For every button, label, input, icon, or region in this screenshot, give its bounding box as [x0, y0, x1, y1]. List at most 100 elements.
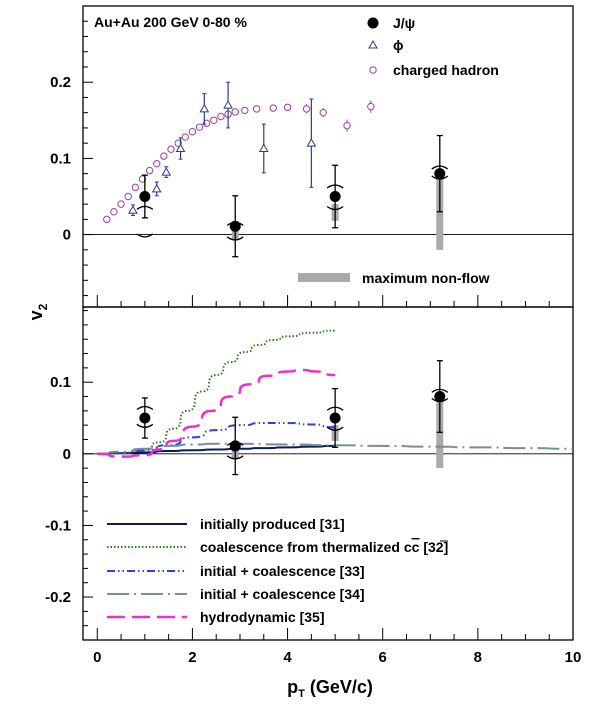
- jpsi-sys-bracket-lower: [326, 426, 344, 431]
- xtick-label: 0: [93, 649, 101, 666]
- y-axis-title: v2: [26, 303, 50, 320]
- jpsi-point: [139, 191, 151, 203]
- bottom-ytick-label: -0.1: [45, 517, 71, 534]
- charged-hadron-point: [269, 104, 277, 112]
- legend-jpsi-label: J/ψ: [393, 15, 415, 31]
- charged-hadron-point: [110, 208, 118, 216]
- bottom-y-axis-ticks: -0.2 -0.1 0 0.1: [45, 310, 93, 627]
- charged-hadron-point: [131, 183, 140, 192]
- phi-point: [128, 205, 138, 214]
- legend-charged-hadron-marker: [369, 66, 377, 74]
- top-ytick-label: 0.1: [50, 150, 71, 167]
- bottom-panel-frame: [82, 306, 574, 641]
- jpsi-sys-bracket-upper: [136, 205, 154, 210]
- charged-hadron-point: [153, 160, 161, 168]
- charged-hadron-point: [217, 112, 225, 121]
- jpsi-series-bottom: [136, 360, 449, 476]
- jpsi-sys-bracket-lower: [226, 236, 244, 241]
- charged-hadron-point: [181, 133, 189, 141]
- top-nonflow-bands: [231, 177, 444, 250]
- model-legend: initially produced [31] coalescence from…: [107, 516, 448, 625]
- top-panel-frame: [82, 5, 574, 308]
- charged-hadron-point: [195, 123, 204, 131]
- nonflow-band: [436, 400, 444, 469]
- charged-hadron-point: [103, 215, 111, 224]
- charged-hadron-point: [160, 152, 168, 160]
- collision-annotation: Au+Au 200 GeV 0-80 %: [94, 14, 247, 30]
- x-axis-title: pT (GeV/c): [287, 677, 373, 700]
- bottom-ytick-label: 0: [63, 446, 71, 463]
- charged-hadron-point: [319, 108, 327, 117]
- nonflow-band: [436, 177, 444, 250]
- phi-series: [128, 81, 317, 217]
- model-curves: [97, 329, 574, 458]
- xtick-label: 8: [474, 649, 482, 666]
- jpsi-point: [329, 412, 341, 424]
- phi-point: [223, 100, 233, 109]
- legend-phi-label: ϕ: [393, 37, 404, 53]
- phi-point: [175, 143, 186, 152]
- jpsi-sys-bracket-upper: [326, 184, 344, 189]
- top-ytick-label: 0.2: [50, 74, 71, 91]
- top-legend: J/ψ ϕ charged hadron: [367, 15, 499, 78]
- charged-hadron-point: [167, 145, 175, 153]
- charged-hadron-series: [103, 100, 375, 224]
- jpsi-point: [139, 412, 151, 424]
- phi-point: [199, 103, 210, 113]
- jpsi-point: [329, 191, 341, 203]
- bottom-ytick-label: 0.1: [50, 374, 71, 391]
- jpsi-point: [229, 220, 241, 232]
- phi-point: [161, 167, 172, 176]
- charged-hadron-point: [302, 105, 311, 113]
- x-axis-ticks: 0 2 4 6 8 10: [93, 295, 581, 666]
- charged-hadron-point: [283, 103, 292, 112]
- legend-phi-marker: [368, 39, 378, 49]
- top-ytick-label: 0: [63, 227, 71, 244]
- jpsi-point: [434, 168, 446, 180]
- y-axis-title-text: v2: [26, 303, 50, 320]
- model-curve-1: [97, 444, 336, 455]
- charged-hadron-point: [252, 105, 261, 113]
- phi-point: [306, 138, 317, 147]
- x-axis-title-sub: T: [298, 688, 305, 700]
- jpsi-point: [434, 391, 446, 403]
- jpsi-sys-bracket-lower: [136, 233, 154, 238]
- legend-nonflow-swatch: [298, 273, 350, 282]
- charged-hadron-point: [188, 128, 197, 136]
- xtick-label: 2: [188, 649, 196, 666]
- charged-hadron-point: [174, 139, 182, 147]
- jpsi-sys-bracket-lower: [136, 423, 154, 428]
- legend-model-3-label: initial + coalescence [33]: [200, 563, 365, 579]
- charged-hadron-point: [124, 192, 132, 201]
- y-axis-title-v: v: [26, 310, 46, 320]
- model-curve-4: [97, 442, 574, 455]
- jpsi-sys-bracket-upper: [326, 406, 344, 411]
- y-axis-title-sub: 2: [36, 303, 50, 310]
- model-curve-3: [97, 422, 336, 455]
- legend-model-2-cbar: c: [412, 539, 420, 555]
- charged-hadron-point: [231, 108, 239, 116]
- legend-model-2-text: coalescence from thermalized c: [200, 539, 412, 555]
- jpsi-sys-bracket-lower: [226, 455, 244, 460]
- jpsi-series-top: [136, 134, 449, 258]
- charged-hadron-point: [241, 106, 249, 115]
- legend-model-4-label: initial + coalescence [34]: [200, 586, 365, 602]
- charged-hadron-point: [343, 121, 351, 130]
- legend-jpsi-marker: [367, 17, 379, 29]
- model-curve-2: [97, 329, 336, 455]
- x-axis-title-unit: (GeV/c): [305, 677, 373, 697]
- phi-point: [151, 183, 162, 193]
- xtick-label: 10: [565, 649, 582, 666]
- charged-hadron-point: [367, 102, 375, 111]
- legend-charged-hadron-label: charged hadron: [393, 62, 499, 78]
- legend-nonflow-label: maximum non-flow: [362, 270, 490, 286]
- bottom-ytick-label: -0.2: [45, 589, 71, 606]
- charged-hadron-point: [145, 166, 154, 175]
- bottom-nonflow-bands: [231, 400, 444, 469]
- jpsi-sys-bracket-upper: [431, 388, 449, 393]
- charged-hadron-point: [117, 200, 125, 208]
- phi-point: [258, 143, 269, 152]
- legend-model-5-label: hydrodynamic [35]: [200, 609, 324, 625]
- jpsi-sys-bracket-lower: [326, 205, 344, 211]
